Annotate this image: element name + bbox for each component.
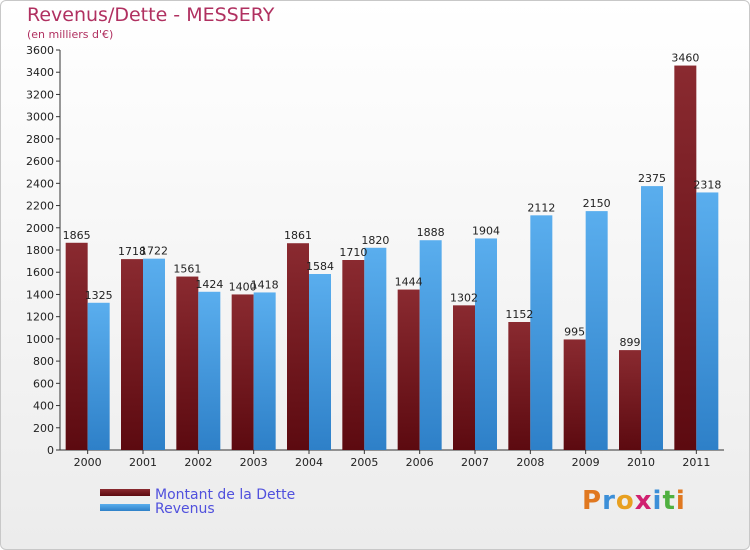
logo-letter: r [602,486,616,516]
logo-letter: o [615,486,635,516]
y-tick-label: 1600 [26,266,54,279]
y-tick-label: 1800 [26,244,54,257]
bar-dette [453,305,475,450]
value-label: 1444 [395,276,423,289]
y-tick-label: 2800 [26,133,54,146]
y-tick-label: 3600 [26,44,54,57]
x-tick-label: 2007 [461,456,489,469]
bar-dette [65,242,88,450]
value-label: 1904 [472,224,500,237]
x-tick-label: 2004 [295,456,323,469]
bar-revenus [309,274,331,450]
y-tick-label: 200 [33,422,54,435]
legend-label-debt: Montant de la Dette [155,487,295,503]
bar-dette [287,243,309,450]
value-label: 2375 [638,172,666,185]
y-tick-label: 600 [33,377,54,390]
value-label: 1820 [361,234,389,247]
logo-letter: x [634,486,653,516]
value-label: 1861 [284,229,312,242]
bar-dette [231,294,254,450]
bar-revenus [87,302,110,450]
bar-revenus [253,292,276,450]
axes: 0 200 400 600 800 1000 1200 1400 1600 1800 2000 220… [26,44,724,469]
x-tick-label: 2002 [184,456,212,469]
value-label: 1561 [173,263,201,276]
value-label: 1418 [251,278,279,291]
bar-dette [397,289,420,450]
logo-letter: i [652,486,663,516]
logo-letter: i [675,486,686,516]
y-tick-label: 1200 [26,311,54,324]
legend-label-revenus: Revenus [155,501,215,517]
x-tick-label: 2009 [572,456,600,469]
value-label: 995 [564,325,585,338]
value-label: 1888 [417,226,445,239]
y-tick-label: 3000 [26,111,54,124]
y-tick-label: 400 [33,400,54,413]
x-tick-label: 2000 [74,456,102,469]
value-label: 2112 [527,201,555,214]
value-label: 3460 [671,52,699,65]
legend-swatch-debt [100,489,150,496]
logo-letter: t [662,486,676,516]
y-tick-label: 1400 [26,288,54,301]
bar-revenus [641,186,663,450]
bar-dette [342,260,365,450]
bar-dette [563,339,586,450]
value-label: 1865 [63,229,91,242]
y-tick-label: 1000 [26,333,54,346]
x-tick-label: 2010 [627,456,655,469]
bar-revenus [364,247,387,450]
y-tick-label: 2400 [26,177,54,190]
value-label: 1152 [505,308,533,321]
value-label: 899 [620,336,641,349]
value-label: 1424 [195,278,223,291]
bars [65,65,719,451]
bar-dette [176,276,199,450]
value-label: 2150 [583,197,611,210]
bar-dette [508,322,531,450]
y-tick-label: 2200 [26,200,54,213]
value-label: 1400 [229,280,257,293]
legend: Montant de la Dette Revenus [100,487,295,517]
x-tick-label: 2005 [350,456,378,469]
x-tick-label: 2011 [682,456,710,469]
x-tick-label: 2006 [406,456,434,469]
bar-dette [121,259,143,450]
x-tick-label: 2001 [129,456,157,469]
value-label: 1718 [118,245,146,258]
bar-dette [674,65,697,451]
bar-revenus [419,240,442,450]
y-tick-label: 0 [47,444,54,457]
y-tick-label: 3400 [26,66,54,79]
bar-revenus [475,238,497,450]
value-label: 1722 [140,245,168,258]
bar-revenus [585,211,608,450]
value-label: 1710 [339,246,367,259]
legend-swatch-revenus [100,504,150,511]
y-tick-label: 2000 [26,222,54,235]
value-label: 2318 [693,178,721,191]
value-label: 1302 [450,291,478,304]
value-label: 1584 [306,260,334,273]
y-tick-label: 800 [33,355,54,368]
value-label: 1325 [85,289,113,302]
y-tick-label: 2600 [26,155,54,168]
bar-revenus [143,258,165,450]
proxiti-logo: Proxiti [582,486,686,516]
chart-title: Revenus/Dette - MESSERY [27,4,275,26]
y-tick-label: 3200 [26,88,54,101]
bar-revenus [696,192,719,450]
x-tick-label: 2008 [516,456,544,469]
bar-dette [619,350,641,450]
bar-revenus [198,291,221,450]
x-tick-label: 2003 [240,456,268,469]
bar-revenus [530,215,553,450]
chart-subtitle: (en milliers d'€) [27,28,114,41]
logo-letter: P [582,486,603,516]
